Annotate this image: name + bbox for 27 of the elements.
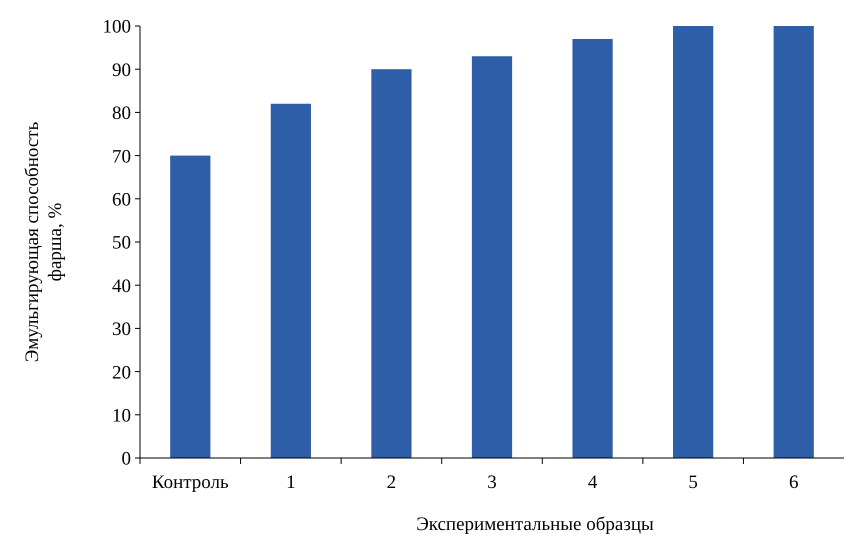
bar — [572, 38, 613, 458]
x-tick-label: Контроль — [152, 472, 230, 493]
bar — [170, 156, 210, 458]
y-tick-label: 40 — [112, 276, 131, 297]
y-tick-label: 20 — [112, 362, 131, 384]
x-tick-label: 6 — [788, 472, 798, 493]
bar — [371, 69, 412, 458]
x-axis-title: Экспериментальные образцы — [416, 514, 654, 535]
y-tick-label: 30 — [112, 319, 131, 340]
y-tick-label: 100 — [102, 16, 131, 38]
x-tick-label: 3 — [487, 472, 497, 493]
bar — [472, 56, 512, 458]
bar — [673, 26, 714, 458]
y-tick-label: 50 — [112, 232, 131, 254]
y-tick-label: 10 — [112, 405, 131, 426]
y-tick-label: 90 — [112, 60, 131, 81]
y-tick-label: 70 — [112, 146, 131, 168]
x-tick-label: 4 — [588, 472, 598, 493]
bar — [270, 104, 311, 458]
x-tick-label: 2 — [386, 472, 396, 493]
bar — [774, 26, 814, 458]
y-tick-label: 80 — [112, 103, 131, 124]
y-axis-title: Эмульгирующая способность фарша, % — [22, 121, 66, 362]
x-tick-label: 1 — [286, 472, 296, 493]
y-tick-label: 0 — [122, 448, 131, 470]
y-tick-label: 60 — [112, 189, 131, 210]
x-tick-label: 5 — [688, 472, 698, 493]
